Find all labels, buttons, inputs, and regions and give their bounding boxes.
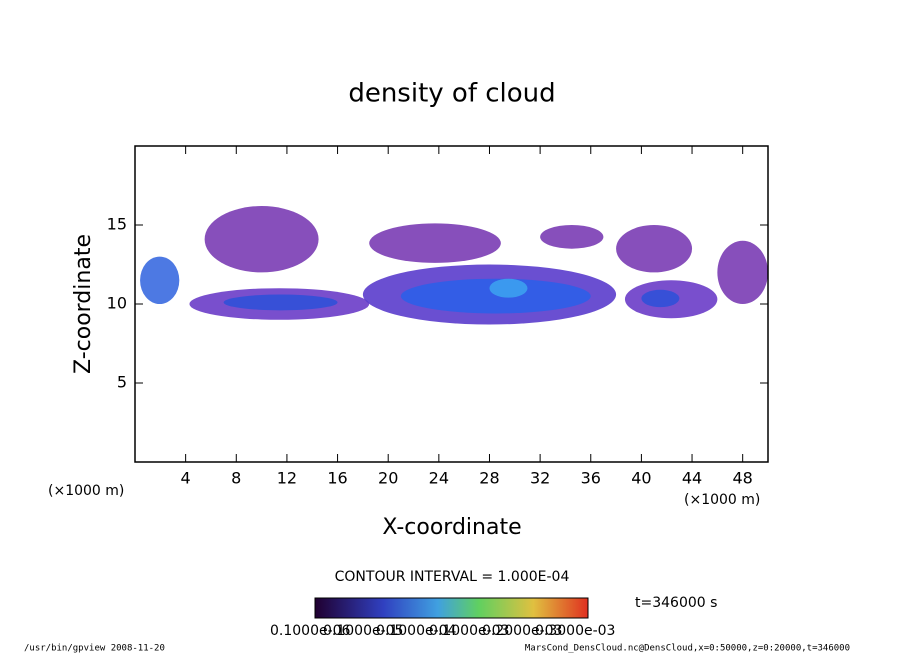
x-tick-label: 16: [327, 469, 347, 488]
y-tick-label: 5: [117, 373, 127, 392]
x-tick-label: 40: [631, 469, 651, 488]
y-tick-label: 10: [107, 294, 127, 313]
footer-left: /usr/bin/gpview 2008-11-20: [24, 644, 165, 654]
colorbar: [314, 597, 589, 619]
colorbar-label: 0.1000e-03: [429, 623, 509, 639]
cloud-region: [400, 278, 591, 314]
x-unit: (×1000 m): [48, 483, 124, 499]
cloud-region: [223, 294, 338, 311]
x-tick-label: 28: [479, 469, 499, 488]
contour-interval: CONTOUR INTERVAL = 1.000E-04: [335, 569, 570, 585]
x-tick-label: 32: [530, 469, 550, 488]
colorbar-label: 0.2000e-03: [482, 623, 562, 639]
cloud-region: [717, 240, 768, 304]
x-tick-label: 24: [429, 469, 449, 488]
colorbar-label: 0.1000e-06: [270, 623, 351, 639]
x-tick-label: 8: [231, 469, 241, 488]
colorbar-label: 0.1000e-04: [376, 623, 457, 639]
cloud-region: [204, 206, 319, 273]
cloud-region: [140, 256, 180, 304]
x-tick-label: 44: [682, 469, 702, 488]
x-tick-label: 48: [733, 469, 753, 488]
x-axis-label: X-coordinate: [382, 515, 521, 540]
cloud-region: [489, 278, 528, 298]
cloud-region: [616, 225, 693, 273]
time-label: t=346000 s: [635, 595, 717, 611]
x-tick-label: 20: [378, 469, 398, 488]
y-tick-label: 15: [107, 215, 127, 234]
footer-right: MarsCond_DensCloud.nc@DensCloud,x=0:5000…: [525, 644, 850, 654]
colorbar-label: 0.1000e-05: [323, 623, 403, 639]
colorbar-label: 0.3000e-03: [535, 623, 615, 639]
cloud-region: [641, 289, 680, 308]
x-tick-label: 4: [181, 469, 191, 488]
chart-title: density of cloud: [348, 79, 555, 109]
cloud-region: [369, 223, 501, 263]
y-axis-label: Z-coordinate: [71, 234, 96, 374]
cloud-region: [540, 225, 604, 249]
x-tick-label: 36: [581, 469, 601, 488]
x-tick-label: 12: [277, 469, 297, 488]
y-unit: (×1000 m): [684, 492, 760, 508]
